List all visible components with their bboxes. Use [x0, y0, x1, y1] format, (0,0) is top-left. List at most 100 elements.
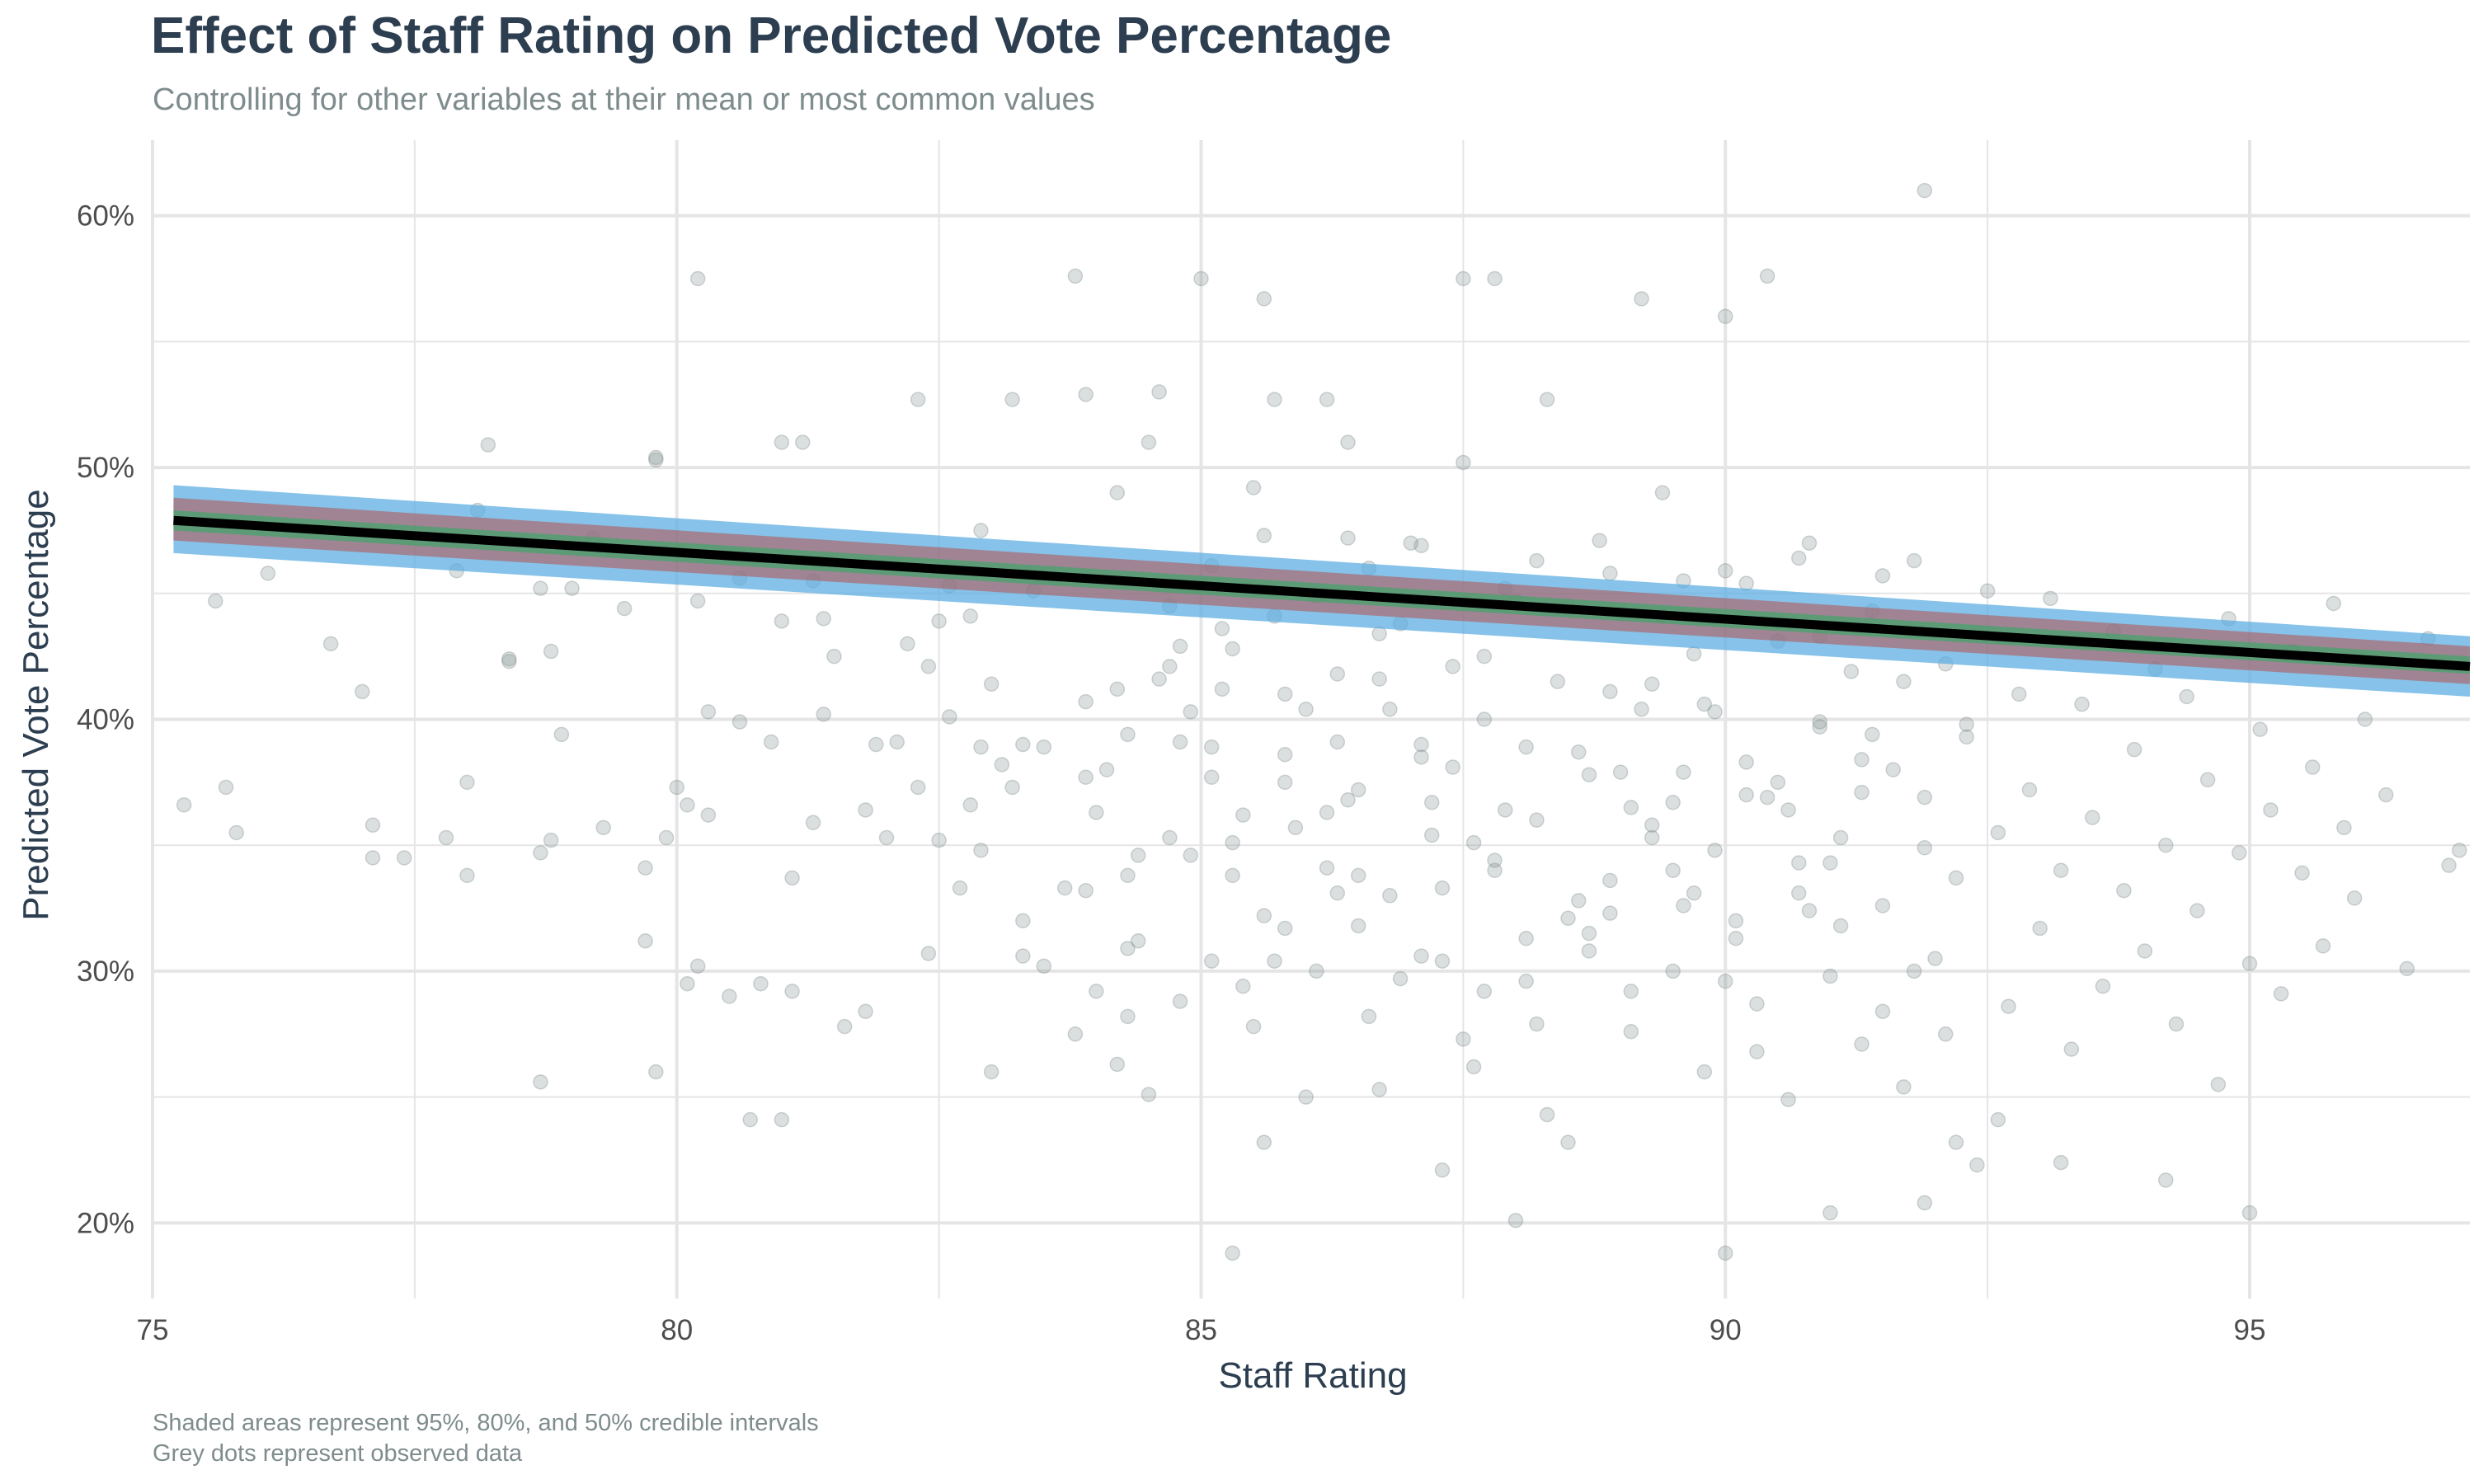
data-point [753, 975, 769, 992]
data-point [1917, 840, 1933, 856]
data-point [1959, 729, 1974, 745]
data-point [1780, 1092, 1796, 1107]
data-point [1162, 829, 1178, 846]
data-point [1644, 676, 1660, 692]
data-point [1644, 829, 1660, 846]
data-point [962, 608, 979, 624]
data-point [1434, 1162, 1451, 1178]
data-point [1906, 963, 1922, 979]
data-point [1581, 767, 1597, 782]
data-point [1203, 769, 1220, 785]
data-point [1686, 885, 1702, 901]
data-point [1801, 535, 1818, 551]
data-point [176, 797, 192, 813]
data-point [2126, 741, 2142, 758]
data-point [2116, 882, 2132, 899]
data-point [396, 850, 412, 866]
data-point [322, 636, 339, 652]
data-point [1487, 852, 1503, 868]
data-point [355, 683, 370, 700]
data-point [1497, 802, 1513, 818]
data-point [2168, 1016, 2185, 1032]
data-point [595, 819, 611, 836]
data-point [1812, 719, 1827, 735]
data-point [1717, 973, 1733, 989]
data-point [920, 659, 937, 674]
data-point [774, 434, 790, 450]
data-point [1371, 1082, 1387, 1097]
data-point [1780, 802, 1796, 818]
data-point [1423, 795, 1440, 810]
data-point [1078, 882, 1094, 899]
data-point [962, 797, 979, 813]
data-point [1476, 648, 1493, 665]
data-point [784, 984, 800, 999]
data-point [1193, 270, 1209, 287]
data-point [1109, 1056, 1126, 1073]
data-point [689, 958, 706, 974]
data-point [973, 523, 989, 538]
data-point [438, 829, 454, 846]
data-point [1864, 726, 1880, 743]
data-point [1969, 1157, 1985, 1173]
data-point [2021, 782, 2038, 798]
data-point [2305, 759, 2321, 775]
data-point [1560, 910, 1576, 927]
data-point [973, 739, 989, 755]
data-point [1309, 963, 1324, 979]
data-point [1823, 1205, 1838, 1221]
data-point [805, 815, 821, 830]
chart-title: Effect of Staff Rating on Predicted Vote… [151, 7, 1392, 64]
data-point [2158, 837, 2174, 853]
data-point [910, 779, 926, 796]
data-point [1329, 885, 1346, 901]
data-point [1413, 538, 1429, 553]
data-point [1854, 784, 1870, 801]
data-point [1015, 948, 1031, 964]
data-point [2346, 890, 2363, 906]
data-point [1225, 834, 1240, 851]
data-point [1518, 930, 1534, 946]
data-point [1456, 270, 1471, 287]
data-point [365, 850, 381, 866]
data-point [1340, 530, 1356, 546]
data-point [658, 829, 675, 846]
data-point [1235, 807, 1251, 823]
data-point [1570, 893, 1587, 909]
data-point [2179, 688, 2194, 705]
data-point [1413, 749, 1429, 765]
data-point [1959, 716, 1974, 732]
data-point [1465, 1059, 1482, 1075]
data-point [1602, 566, 1618, 581]
data-point [1277, 774, 1293, 791]
data-point [1529, 1016, 1545, 1032]
data-point [1686, 646, 1702, 662]
data-point [1927, 951, 1943, 966]
data-point [920, 946, 937, 961]
data-point [1487, 270, 1503, 287]
data-point [2294, 865, 2310, 881]
data-point [2452, 843, 2467, 858]
data-point [1707, 704, 1723, 720]
data-point [1434, 953, 1451, 969]
data-point [931, 613, 947, 629]
y-axis-title: Predicted Vote Percentage [16, 489, 56, 920]
data-point [1717, 1245, 1733, 1261]
data-point [218, 779, 234, 796]
data-point [1917, 182, 1933, 199]
data-point [1696, 1064, 1713, 1080]
data-point [1413, 736, 1429, 753]
data-point [689, 593, 706, 609]
data-point [973, 843, 989, 858]
data-point [1623, 984, 1639, 999]
data-point [1225, 641, 1240, 657]
data-point [1518, 739, 1534, 755]
data-point [816, 707, 832, 722]
data-point [1235, 979, 1251, 994]
data-point [680, 797, 695, 813]
data-point [1004, 779, 1020, 796]
data-point [1696, 696, 1713, 712]
x-tick-label: 90 [1710, 1314, 1742, 1346]
data-point [637, 860, 653, 876]
data-point [700, 704, 717, 720]
